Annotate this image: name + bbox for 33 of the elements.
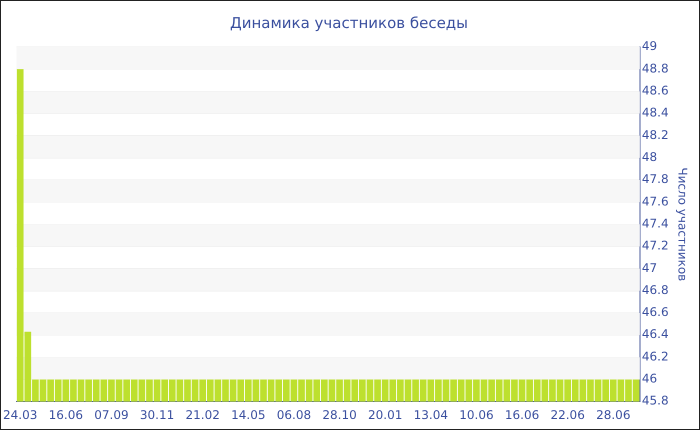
x-tick-label: 21.02 <box>186 408 220 422</box>
x-tick-label: 14.05 <box>231 408 266 422</box>
chart-title: Динамика участников беседы <box>230 14 468 32</box>
y-tick-label: 46.6 <box>642 305 669 320</box>
y-tick-label: 46.2 <box>642 349 669 364</box>
y-tick-label: 48.2 <box>642 128 669 142</box>
x-tick-label: 06.08 <box>276 408 312 422</box>
y-tick-label: 48 <box>642 150 658 164</box>
y-axis-title: Число участников <box>676 167 690 282</box>
x-tick-label: 20.01 <box>368 408 402 422</box>
x-tick-label: 28.06 <box>596 408 630 422</box>
y-tick-label: 47.2 <box>642 238 669 253</box>
y-tick-label: 47.4 <box>642 216 669 230</box>
y-tick-label: 47.8 <box>642 172 669 186</box>
y-tick-label: 46.8 <box>642 282 669 297</box>
y-tick-label: 49 <box>642 39 658 54</box>
y-tick-label: 48.4 <box>642 106 669 120</box>
x-tick-label: 28.10 <box>322 408 357 422</box>
y-tick-label: 48.8 <box>642 61 669 76</box>
y-tick-label: 47.6 <box>642 194 669 208</box>
x-tick-label: 10.06 <box>459 408 494 422</box>
y-tick-label: 47 <box>642 260 658 275</box>
y-tick-label: 46.4 <box>642 327 669 342</box>
x-tick-label: 30.11 <box>140 408 174 422</box>
y-tick-label: 48.6 <box>642 83 669 98</box>
x-tick-label: 24.03 <box>3 408 38 422</box>
y-tick-label: 46 <box>642 372 658 386</box>
y-tick-label: 45.8 <box>642 394 669 408</box>
x-tick-label: 16.06 <box>48 408 83 422</box>
x-tick-label: 07.09 <box>94 408 129 422</box>
x-tick-label: 16.06 <box>504 408 540 422</box>
x-tick-label: 22.06 <box>550 408 585 422</box>
x-tick-label: 13.04 <box>414 408 448 422</box>
